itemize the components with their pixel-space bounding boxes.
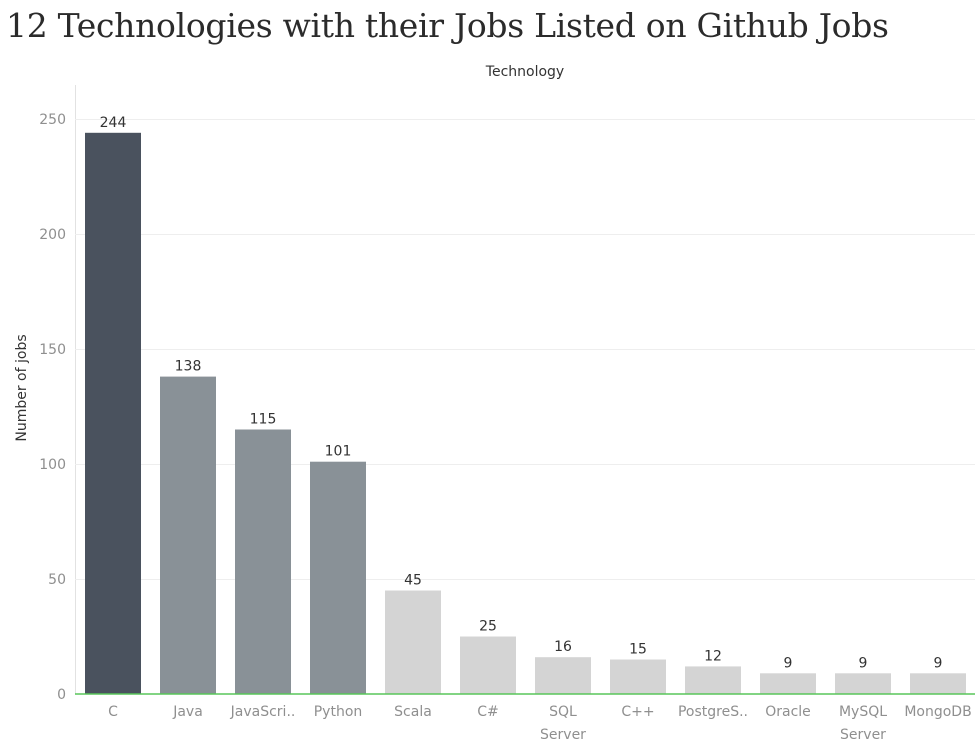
bar[interactable] bbox=[610, 659, 666, 695]
x-tick-label: Scala bbox=[394, 704, 432, 720]
bar[interactable] bbox=[760, 673, 816, 694]
bar[interactable] bbox=[385, 590, 441, 695]
data-label: 9 bbox=[934, 655, 943, 671]
data-label: 12 bbox=[704, 648, 722, 664]
x-tick-label: Oracle bbox=[765, 704, 811, 720]
data-label: 101 bbox=[325, 444, 352, 460]
bars bbox=[85, 132, 966, 695]
data-label: 115 bbox=[250, 412, 277, 428]
bar[interactable] bbox=[685, 666, 741, 694]
x-tick-label: Python bbox=[314, 704, 363, 720]
bar[interactable] bbox=[85, 132, 141, 695]
bar[interactable] bbox=[535, 657, 591, 694]
x-tick-label: MySQL Server bbox=[839, 704, 887, 743]
data-label: 9 bbox=[859, 655, 868, 671]
x-axis-title: Technology bbox=[485, 64, 564, 80]
bar[interactable] bbox=[835, 673, 891, 694]
data-label: 25 bbox=[479, 619, 497, 635]
data-label: 9 bbox=[784, 655, 793, 671]
y-tick-label: 150 bbox=[39, 342, 66, 358]
y-tick-label: 0 bbox=[57, 687, 66, 703]
x-tick-label: C bbox=[108, 704, 118, 720]
y-axis-ticks: 0 50 100 150 200 250 bbox=[39, 112, 66, 703]
bar[interactable] bbox=[235, 429, 291, 695]
x-tick-label: C++ bbox=[621, 704, 654, 720]
data-label: 244 bbox=[100, 115, 127, 131]
data-label: 138 bbox=[175, 359, 202, 375]
bar[interactable] bbox=[160, 376, 216, 694]
x-tick-label: MongoDB bbox=[904, 704, 971, 720]
bar[interactable] bbox=[310, 461, 366, 694]
data-label: 16 bbox=[554, 639, 572, 655]
x-tick-label: SQL Server bbox=[540, 704, 586, 743]
bar[interactable] bbox=[910, 673, 966, 694]
chart-title: 12 Technologies with their Jobs Listed o… bbox=[6, 6, 889, 45]
data-label: 45 bbox=[404, 573, 422, 589]
x-axis-labels: C Java JavaScri.. Python Scala C# SQL Server C++… bbox=[108, 704, 972, 743]
x-tick-label: JavaScri.. bbox=[230, 704, 296, 720]
data-label: 15 bbox=[629, 642, 647, 658]
data-labels: 244 138 115 101 45 25 16 15 12 9 9 9 bbox=[100, 115, 943, 671]
x-tick-label: C# bbox=[477, 704, 499, 720]
y-tick-label: 50 bbox=[48, 572, 66, 588]
y-axis-title: Number of jobs bbox=[14, 334, 30, 441]
y-tick-label: 100 bbox=[39, 457, 66, 473]
y-tick-label: 200 bbox=[39, 227, 66, 243]
x-tick-label: Java bbox=[172, 704, 203, 720]
x-tick-label: PostgreS.. bbox=[678, 704, 748, 720]
gridlines bbox=[75, 119, 975, 580]
bar[interactable] bbox=[460, 636, 516, 695]
y-tick-label: 250 bbox=[39, 112, 66, 128]
